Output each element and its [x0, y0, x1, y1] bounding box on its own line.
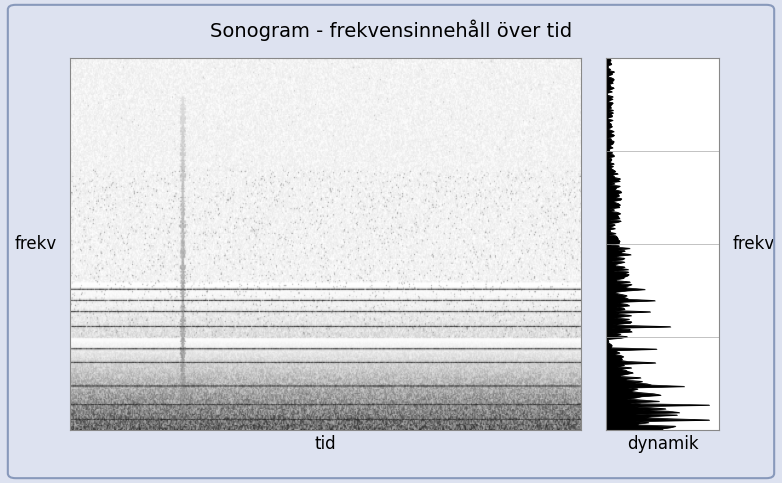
Text: Sonogram - frekvensinnehåll över tid: Sonogram - frekvensinnehåll över tid — [210, 19, 572, 41]
Y-axis label: frekv: frekv — [733, 235, 775, 253]
Y-axis label: frekv: frekv — [15, 235, 57, 253]
X-axis label: dynamik: dynamik — [627, 436, 698, 454]
X-axis label: tid: tid — [315, 436, 336, 454]
